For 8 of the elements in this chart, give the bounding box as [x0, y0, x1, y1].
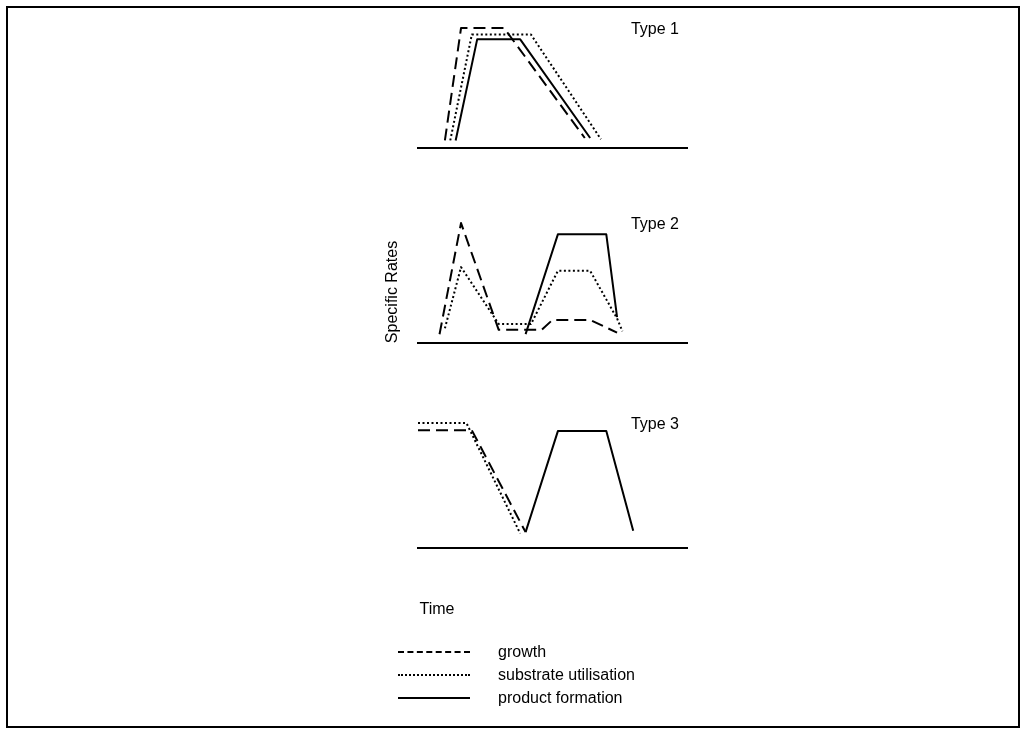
- chart-title: Type 2: [630, 215, 680, 233]
- chart-title: Type 3: [630, 415, 680, 433]
- y-axis-title: Specific Rates: [383, 240, 401, 344]
- legend-label: product formation: [498, 688, 623, 707]
- legend-label: substrate utilisation: [498, 665, 635, 684]
- chart-title: Type 1: [630, 20, 680, 38]
- legend-label: growth: [498, 642, 547, 661]
- x-axis-title: Time: [419, 600, 455, 618]
